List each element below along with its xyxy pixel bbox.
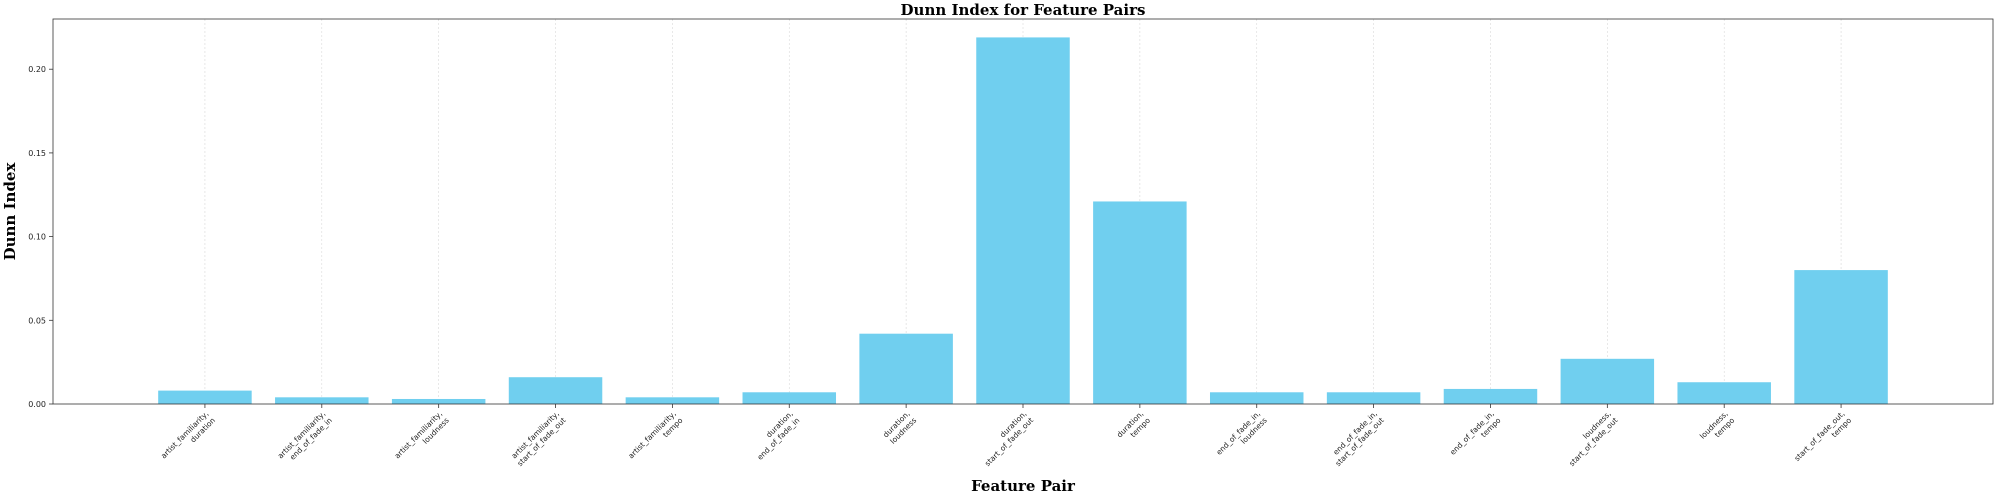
bar — [1677, 382, 1771, 404]
y-axis-label: Dunn Index — [1, 162, 19, 261]
bar — [976, 37, 1070, 404]
bar-layer — [158, 37, 1888, 404]
y-tick-label: 0.20 — [28, 65, 46, 74]
bar — [1443, 388, 1538, 404]
bar — [1794, 270, 1888, 404]
bar — [391, 398, 486, 404]
bar — [742, 392, 837, 404]
y-axis-ticks: 0.00 0.05 0.10 0.15 0.20 — [28, 65, 53, 409]
y-tick-label: 0.15 — [28, 149, 46, 158]
bar — [625, 397, 720, 404]
bar — [1209, 392, 1304, 404]
bar — [1326, 392, 1421, 404]
y-tick-label: 0.10 — [28, 233, 46, 242]
bar — [158, 390, 252, 404]
y-tick-label: 0.05 — [28, 316, 46, 325]
bar — [859, 333, 953, 404]
bar — [275, 397, 369, 404]
y-tick-label: 0.00 — [28, 400, 46, 409]
x-axis-label: Feature Pair — [971, 477, 1076, 495]
bar — [1560, 358, 1655, 404]
bar — [1093, 201, 1187, 404]
bar — [508, 377, 603, 404]
chart-title: Dunn Index for Feature Pairs — [901, 1, 1146, 19]
